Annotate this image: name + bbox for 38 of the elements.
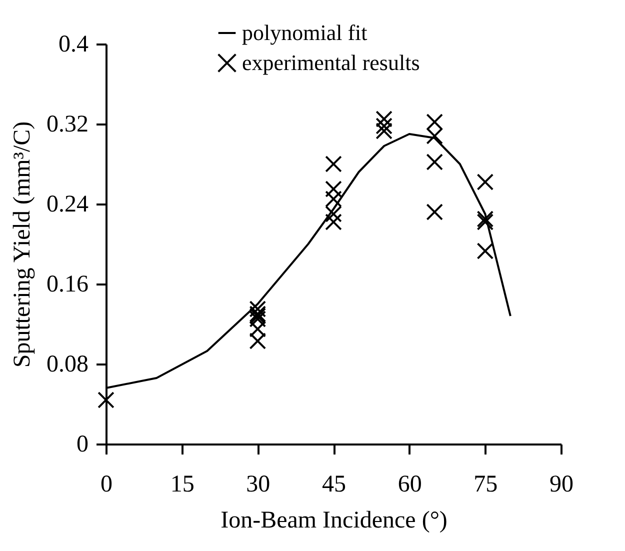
point [325,190,342,208]
point [325,156,342,172]
y-tick-label: 0.24 [46,192,88,218]
legend-label: experimental results [242,50,420,75]
point [426,128,444,144]
point [98,392,114,408]
point [426,154,444,170]
point [376,110,392,128]
point [325,206,342,222]
point [476,214,494,230]
x-tick-label: 90 [550,472,574,498]
y-tick-label: 0.4 [58,32,88,58]
legend-label: polynomial fit [242,20,368,45]
y-tick-label: 0.32 [46,112,88,138]
point [249,332,266,350]
point [249,300,266,318]
point [249,320,266,338]
y-tick-label: 0 [76,432,88,458]
y-axis-title: Sputtering Yield (mm³/C) [10,121,36,368]
point [426,114,444,130]
x-tick-label: 45 [322,472,346,498]
y-tick-label: 0.16 [46,272,88,298]
x-tick-label: 30 [246,472,270,498]
y-tick-label: 0.08 [46,352,88,378]
point [476,174,494,190]
x-tick-label: 0 [100,472,112,498]
x-axis-title: Ion-Beam Incidence (°) [220,508,448,534]
point [249,310,266,328]
point [376,122,392,140]
x-tick-label: 60 [398,472,422,498]
x-tick-label: 15 [170,472,194,498]
point [476,242,494,260]
point [476,210,494,228]
x-tick-label: 75 [474,472,498,498]
point [325,214,342,230]
point [325,180,342,198]
point [426,204,444,220]
point [376,118,392,134]
